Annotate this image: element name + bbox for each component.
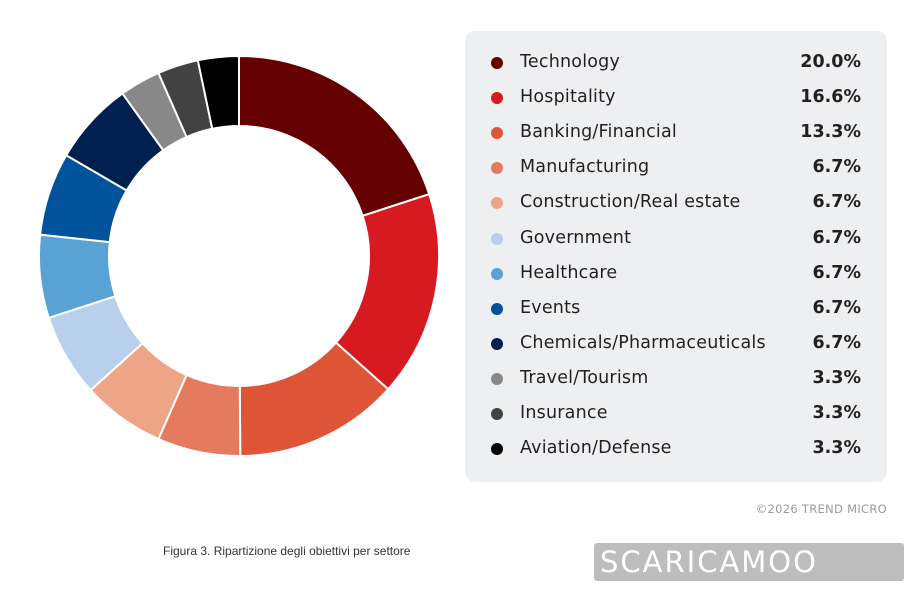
legend-value: 20.0% <box>800 52 861 72</box>
legend-label: Hospitality <box>520 87 616 108</box>
legend-value: 6.7% <box>812 262 861 283</box>
copyright-text: ©2026 TREND MICRO <box>755 502 887 516</box>
legend-item: Technology 20.0% <box>465 46 887 81</box>
legend-value: 6.7% <box>812 192 861 213</box>
donut-slice-aviation-defense <box>196 54 240 130</box>
legend-value: 16.6% <box>800 87 861 108</box>
legend-value: 6.7% <box>812 227 861 248</box>
legend-value: 6.7% <box>812 157 861 178</box>
legend-label: Travel/Tourism <box>520 367 649 388</box>
legend-value: 13.3% <box>800 122 861 143</box>
legend-item: Insurance 3.3% <box>465 397 887 432</box>
legend-item: Manufacturing 6.7% <box>465 151 887 186</box>
legend-color-dot-icon <box>491 162 503 175</box>
legend-item: Chemicals/Pharmaceuticals 6.7% <box>465 327 887 362</box>
legend-item: Hospitality 16.6% <box>465 81 887 116</box>
legend-label: Technology <box>520 52 621 72</box>
legend-color-dot-icon <box>491 302 503 315</box>
legend-panel: Technology 20.0% Hospitality 16.6% Banking/F… <box>465 31 887 482</box>
legend-color-dot-icon <box>491 337 503 350</box>
legend-item: Government 6.7% <box>465 222 887 257</box>
donut-chart <box>38 54 440 458</box>
legend-item: Events 6.7% <box>465 292 887 327</box>
legend-label: Events <box>520 297 581 318</box>
legend-color-dot-icon <box>491 232 503 245</box>
legend-color-dot-icon <box>491 372 503 385</box>
legend-label: Chemicals/Pharmaceuticals <box>520 332 766 353</box>
figure-caption: Figura 3. Ripartizione degli obiettivi p… <box>163 544 411 558</box>
legend-label: Construction/Real estate <box>520 192 741 213</box>
legend-color-dot-icon <box>491 267 503 280</box>
watermark-text: SCARICAMOO <box>600 545 818 579</box>
watermark-logo: SCARICAMOO <box>594 543 904 581</box>
legend-label: Manufacturing <box>520 157 650 178</box>
legend-value: 3.3% <box>812 403 861 423</box>
legend-label: Aviation/Defense <box>520 438 672 459</box>
legend-item: Construction/Real estate 6.7% <box>465 186 887 221</box>
legend-value: 3.3% <box>812 438 861 459</box>
legend-color-dot-icon <box>491 57 503 69</box>
legend-item: Aviation/Defense 3.3% <box>465 432 887 467</box>
legend-item: Healthcare 6.7% <box>465 257 887 292</box>
legend-item: Banking/Financial 13.3% <box>465 116 887 151</box>
legend-label: Healthcare <box>520 262 618 283</box>
legend-value: 6.7% <box>812 332 861 353</box>
legend-value: 6.7% <box>812 297 861 318</box>
legend-color-dot-icon <box>491 408 503 420</box>
donut-slice-technology <box>238 54 431 218</box>
legend-color-dot-icon <box>491 197 503 210</box>
legend-label: Banking/Financial <box>520 122 677 143</box>
legend-color-dot-icon <box>491 127 503 140</box>
legend-color-dot-icon <box>491 92 503 105</box>
legend-value: 3.3% <box>812 367 861 388</box>
legend-label: Government <box>520 227 632 248</box>
legend-label: Insurance <box>520 403 608 423</box>
legend-color-dot-icon <box>491 443 503 456</box>
legend-item: Travel/Tourism 3.3% <box>465 362 887 397</box>
